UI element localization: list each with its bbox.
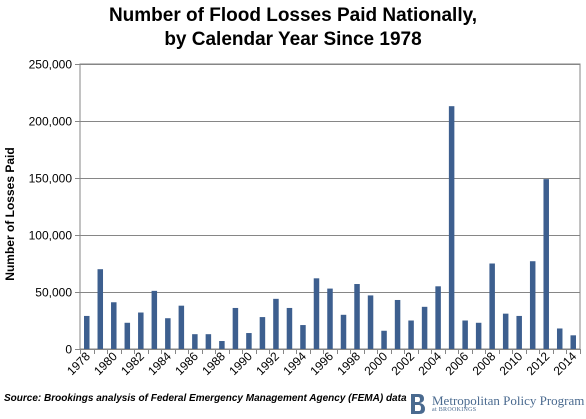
bar-1991 [259, 317, 266, 349]
bar-2012 [543, 179, 549, 349]
bar-2000 [381, 330, 387, 349]
bar-2006 [462, 320, 468, 349]
bar-1979 [97, 269, 104, 349]
bar-1999 [367, 295, 374, 349]
bar-2014 [570, 335, 576, 349]
chart-title-line-1: Number of Flood Losses Paid Nationally, [108, 5, 478, 26]
bar-1996 [327, 288, 333, 349]
bar-2004 [435, 286, 441, 349]
x-tick-label: 1984 [145, 349, 174, 378]
bar-1978 [84, 315, 90, 349]
bar-1992 [273, 298, 279, 349]
y-tick-label: 0 [65, 343, 72, 357]
bar-2009 [502, 313, 509, 349]
x-tick-label: 2000 [361, 349, 390, 378]
x-tick-label: 2004 [415, 349, 444, 378]
brookings-brand: Metropolitan Policy Program at BROOKINGS [408, 392, 584, 418]
x-tick-label: 2008 [470, 349, 499, 378]
y-tick-label: 250,000 [29, 58, 73, 72]
bar-2010 [516, 315, 522, 349]
bar-2005 [448, 106, 455, 350]
bar-1989 [232, 307, 239, 349]
x-tick-label: 1994 [280, 349, 309, 378]
x-tick-label: 2012 [524, 349, 553, 378]
bar-1985 [178, 305, 185, 349]
brand-name: Metropolitan Policy Program [432, 393, 585, 408]
x-tick-label: 1986 [172, 349, 201, 378]
bar-2002 [408, 320, 414, 349]
bar-1988 [219, 341, 225, 349]
bar-2008 [489, 263, 495, 349]
x-tick-label: 2014 [551, 349, 580, 378]
bar-1984 [165, 318, 171, 349]
y-axis-label: Number of Losses Paid [3, 147, 17, 280]
x-tick-label: 2010 [497, 349, 526, 378]
bar-1994 [300, 325, 306, 349]
chart-title-line-2: by Calendar Year Since 1978 [164, 29, 422, 50]
chart-title: Number of Flood Losses Paid Nationally, … [0, 4, 586, 52]
bar-1998 [354, 284, 360, 349]
y-tick-label: 200,000 [29, 115, 73, 129]
x-tick-label: 1990 [226, 349, 255, 378]
y-tick-label: 50,000 [35, 286, 72, 300]
bar-2011 [529, 261, 536, 349]
bar-2003 [421, 306, 428, 349]
bar-1982 [138, 312, 144, 349]
x-tick-label: 2002 [388, 349, 417, 378]
brand-subtitle: at BROOKINGS [432, 407, 477, 413]
x-tick-label: 1988 [199, 349, 228, 378]
x-tick-label: 1998 [334, 349, 363, 378]
y-tick-label: 150,000 [29, 172, 73, 186]
bar-1993 [286, 307, 293, 349]
bar-1995 [313, 278, 320, 349]
bar-1983 [151, 290, 158, 349]
bar-1990 [246, 333, 252, 349]
bar-2007 [475, 322, 482, 349]
x-tick-label: 1992 [253, 349, 282, 378]
y-tick-label: 100,000 [29, 229, 73, 243]
bar-1980 [111, 302, 117, 349]
bar-1981 [124, 322, 131, 349]
x-tick-label: 1980 [91, 349, 120, 378]
x-tick-label: 2006 [442, 349, 471, 378]
bar-1987 [205, 334, 212, 349]
bar-2013 [556, 328, 563, 349]
bar-1986 [192, 334, 198, 349]
bar-2001 [394, 299, 401, 349]
x-tick-label: 1982 [118, 349, 147, 378]
bar-1997 [340, 314, 347, 349]
x-tick-label: 1996 [307, 349, 336, 378]
brookings-logo-icon [411, 394, 425, 414]
source-note: Source: Brookings analysis of Federal Em… [4, 393, 407, 404]
